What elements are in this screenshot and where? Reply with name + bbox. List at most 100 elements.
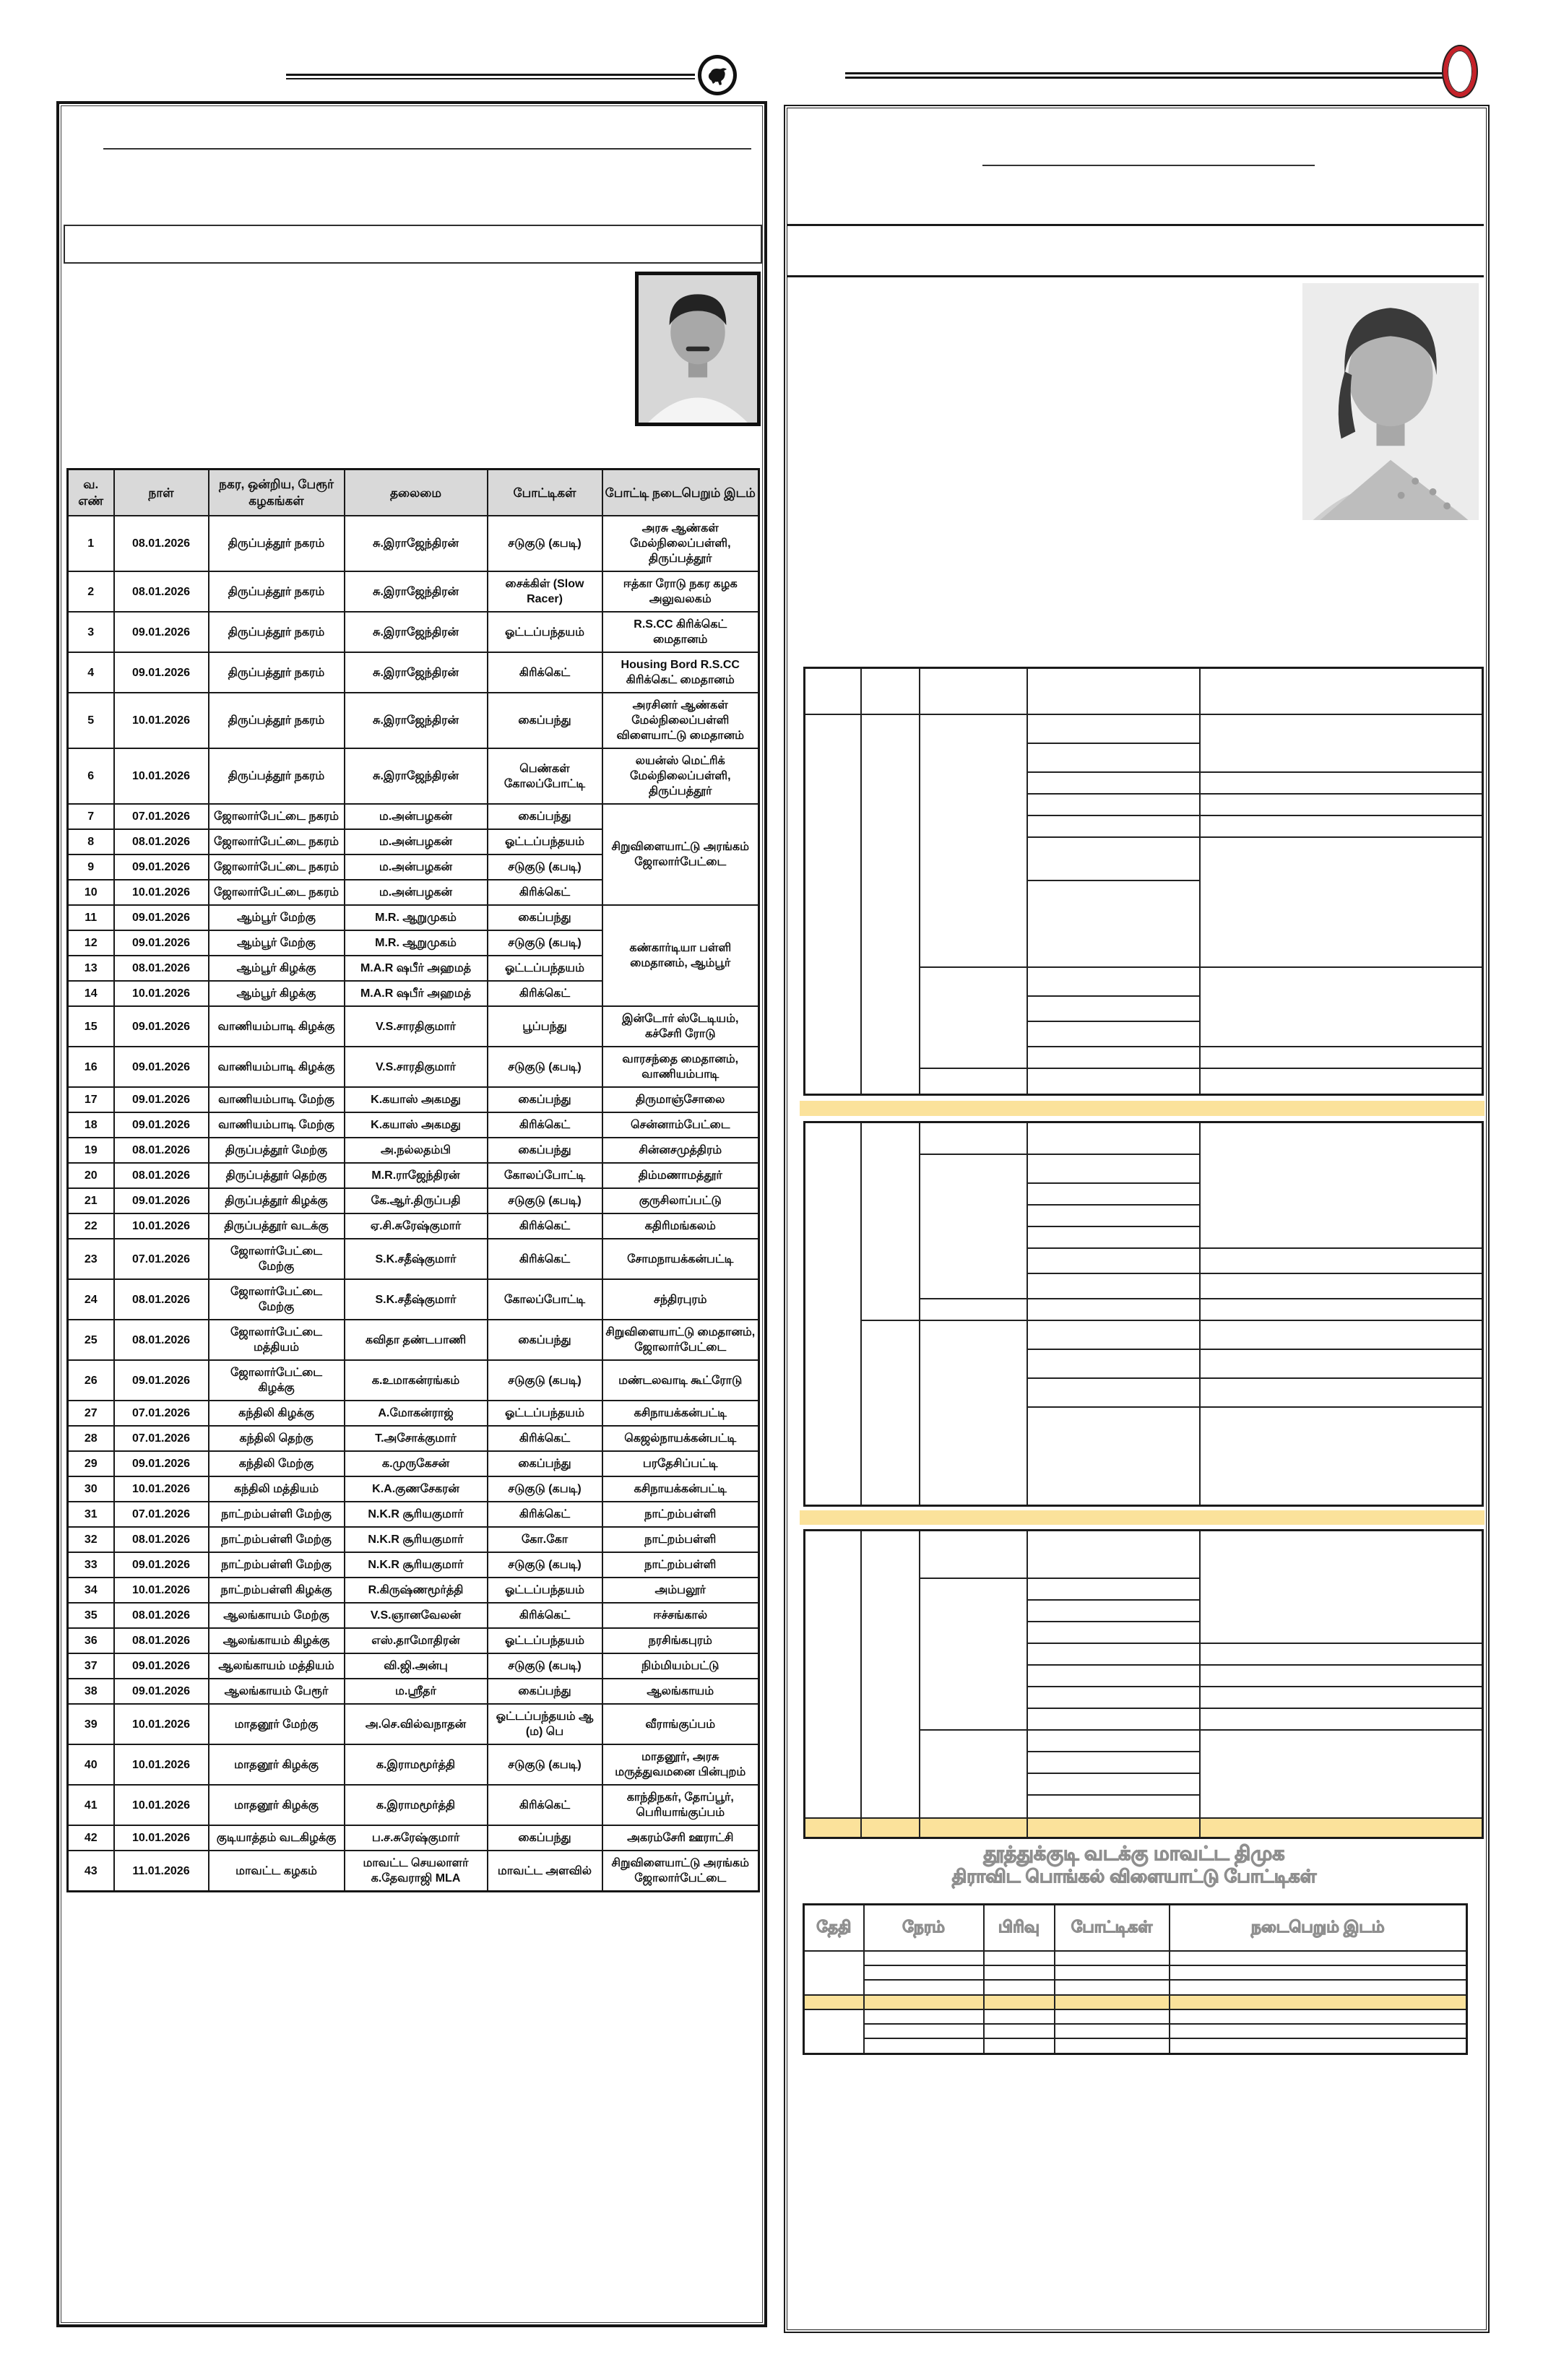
table-row: 36 08.01.2026 ஆலங்காயம் கிழக்கு எஸ்.தாமோதிர…: [66, 1627, 760, 1654]
empty-cell: [860, 1817, 920, 1839]
date-cell: 10.01.2026: [113, 1577, 209, 1604]
female-leader-photo: [1302, 283, 1479, 520]
union-cell: திருப்பத்தூர் நகரம்: [207, 652, 345, 693]
event-cell: ஓட்டப்பந்தயம்: [486, 955, 603, 982]
serial-cell: 38: [66, 1678, 115, 1705]
union-cell: கந்திலி மேற்கு: [207, 1450, 345, 1477]
bottom-col-events: போட்டிகள்: [1053, 1903, 1170, 1952]
date-cell: 07.01.2026: [113, 1425, 209, 1452]
union-cell: ஆம்பூர் மேற்கு: [207, 930, 345, 956]
venue-cell: சென்னாம்பேட்டை: [601, 1112, 760, 1138]
leader-cell: K.கயாஸ் அகமது: [343, 1086, 488, 1113]
leader-cell: M.R. ஆறுமுகம்: [343, 930, 488, 956]
date-cell: 08.01.2026: [113, 955, 209, 982]
date-cell: 10.01.2026: [113, 879, 209, 906]
venue-cell: கதிரிமங்கலம்: [601, 1213, 760, 1239]
event-cell: சடுகுடு (கபடி): [486, 1653, 603, 1679]
empty-cell: [1026, 1020, 1201, 1047]
serial-cell: 27: [66, 1400, 115, 1427]
table-row: 30 10.01.2026 கந்திலி மத்தியம் K.A.குணசேகரன…: [66, 1476, 760, 1502]
left-header-divider: [103, 148, 751, 150]
empty-cell: [860, 667, 920, 715]
date-cell: 08.01.2026: [113, 1278, 209, 1320]
date-cell: 09.01.2026: [113, 1450, 209, 1477]
table-row: 24 08.01.2026 ஜோலார்பேட்டை மேற்கு S.K.சதீஷ்…: [66, 1278, 760, 1320]
serial-cell: 1: [66, 515, 115, 572]
empty-cell: [1198, 1377, 1484, 1408]
leader-cell: S.K.சதீஷ்குமார்: [343, 1238, 488, 1280]
leader-cell: சு.இராஜேந்திரன்: [343, 515, 488, 572]
empty-cell: [1198, 1247, 1484, 1274]
empty-cell: [1026, 1620, 1201, 1644]
empty-row: [805, 1377, 1484, 1408]
event-cell: சடுகுடு (கபடி): [486, 1046, 603, 1088]
empty-cell: [1026, 995, 1201, 1022]
empty-row: [805, 1642, 1484, 1666]
table-row: 6 10.01.2026 திருப்பத்தூர் நகரம் சு.இராஜேந்…: [66, 748, 760, 805]
empty-cell: [1026, 792, 1201, 816]
date-cell: 07.01.2026: [113, 1501, 209, 1528]
venue-cell: மண்டலவாடி கூட்ரோடு: [601, 1359, 760, 1401]
male-portrait-placeholder: [639, 275, 757, 423]
bottom-col-venue: நடைபெறும் இடம்: [1168, 1903, 1468, 1952]
union-cell: திருப்பத்தூர் நகரம்: [207, 748, 345, 805]
union-cell: குடியாத்தம் வடகிழக்கு: [207, 1825, 345, 1851]
right-title-underline: [982, 165, 1315, 166]
table-row: 33 09.01.2026 நாட்றம்பள்ளி மேற்கு N.K.R சூர…: [66, 1552, 760, 1578]
venue-cell: R.S.CC கிரிக்கெட் மைதானம்: [601, 611, 760, 653]
empty-cell: [1198, 814, 1484, 838]
date-cell: 09.01.2026: [113, 652, 209, 693]
empty-cell: [1026, 836, 1201, 881]
empty-cell: [1026, 879, 1201, 968]
right-band-line-bottom: [787, 275, 1484, 277]
empty-cell: [863, 1950, 985, 1966]
empty-cell: [1198, 1045, 1484, 1069]
table-row: 8 08.01.2026 ஜோலார்பேட்டை நகரம் ம.அன்பழகன் ஓ…: [66, 828, 759, 855]
venue-cell: நாட்றம்பள்ளி: [601, 1501, 760, 1528]
date-cell: 09.01.2026: [113, 1653, 209, 1679]
empty-cell: [918, 1577, 1028, 1731]
table-row: 34 10.01.2026 நாட்றம்பள்ளி கிழக்கு R.கிருஷ்…: [66, 1577, 760, 1604]
empty-cell: [1168, 1979, 1468, 1996]
empty-cell: [1026, 667, 1201, 715]
empty-cell: [1026, 742, 1201, 773]
union-cell: திருப்பத்தூர் வடக்கு: [207, 1213, 345, 1239]
table-row: 18 09.01.2026 வாணியம்பாடி மேற்கு K.கயாஸ் அக…: [66, 1112, 760, 1138]
venue-cell: சந்திரபுரம்: [601, 1278, 760, 1320]
empty-row: [805, 1020, 1483, 1047]
empty-cell: [982, 2023, 1055, 2039]
event-cell: கைப்பந்து: [486, 692, 603, 749]
table-row: 29 09.01.2026 கந்திலி மேற்கு க.முருகேசன் கைப…: [66, 1450, 760, 1477]
union-cell: வாணியம்பாடி மேற்கு: [207, 1086, 345, 1113]
event-cell: கிரிக்கெட்: [486, 980, 603, 1007]
empty-cell: [1198, 1297, 1484, 1321]
empty-cell: [1026, 1272, 1201, 1299]
empty-row: [805, 1067, 1484, 1096]
empty-row: [805, 1153, 1483, 1299]
venue-cell: சிறுவிளையாட்டு அரங்கம் ஜோலார்பேட்டை: [601, 1850, 760, 1892]
empty-cell: [1198, 1067, 1484, 1096]
union-cell: ஆலங்காயம் பேரூர்: [207, 1678, 345, 1705]
venue-cell: திருமாஞ்சோலை: [601, 1086, 760, 1113]
union-cell: நாட்றம்பள்ளி கிழக்கு: [207, 1577, 345, 1604]
empty-row: [803, 1529, 1484, 1819]
empty-cell: [803, 1950, 865, 1996]
venue-cell: சின்னசமுத்திரம்: [601, 1137, 760, 1164]
empty-cell: [1198, 1663, 1484, 1687]
right-masthead-rule: [845, 72, 1443, 79]
bull-emblem-icon: [698, 55, 737, 95]
date-cell: 09.01.2026: [113, 1552, 209, 1578]
table-row: 31 07.01.2026 நாட்றம்பள்ளி மேற்கு N.K.R சூர…: [66, 1501, 760, 1528]
date-cell: 11.01.2026: [113, 1850, 209, 1892]
serial-cell: 2: [66, 571, 115, 613]
date-cell: 09.01.2026: [113, 1005, 209, 1047]
union-cell: ஆலங்காயம் மேற்கு: [207, 1602, 345, 1629]
empty-row: [805, 879, 1483, 968]
col-header-events: போட்டிகள்: [486, 468, 603, 516]
empty-row: [805, 1225, 1483, 1249]
empty-cell: [863, 2023, 985, 2039]
empty-row: [805, 1772, 1483, 1796]
empty-cell: [1198, 1272, 1484, 1299]
empty-row: [805, 814, 1484, 838]
empty-cell: [1026, 1642, 1201, 1666]
